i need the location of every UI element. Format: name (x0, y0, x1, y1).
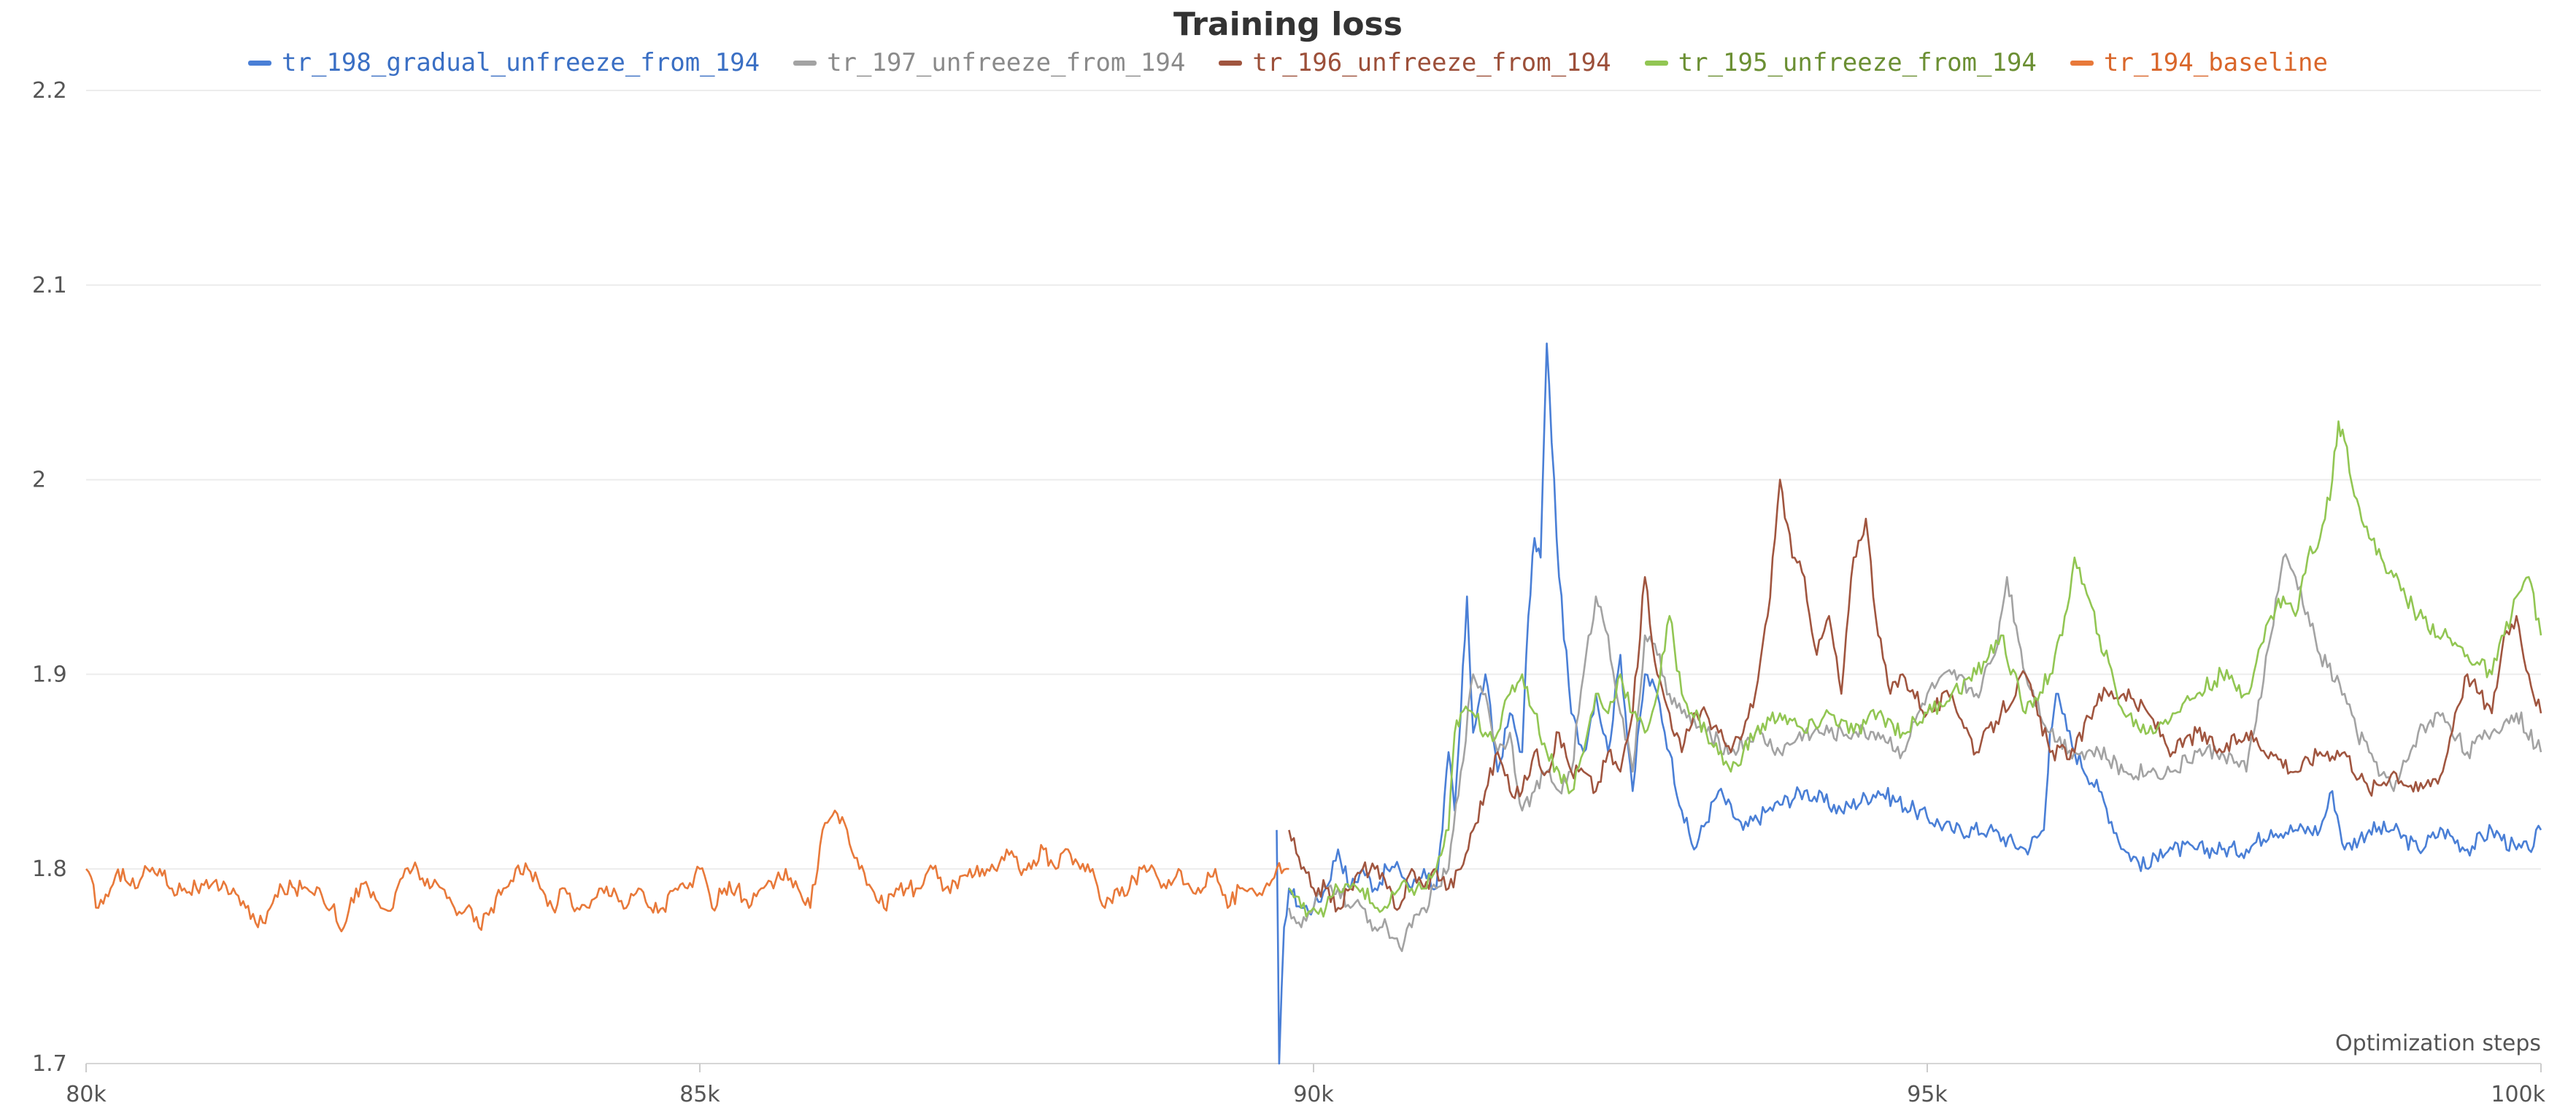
series-line-tr_195_unfreeze_from_194[interactable] (1288, 420, 2542, 918)
legend-label: tr_195_unfreeze_from_194 (1678, 48, 2037, 77)
y-tick-label: 2 (32, 468, 46, 493)
tick-labels: 1.7 1.8 1.9 2 2.1 2.2 80k 85k 90k 95k 100k (32, 78, 2546, 1107)
legend-swatch (793, 60, 817, 66)
y-tick-label: 2.2 (32, 78, 67, 104)
legend-item[interactable]: tr_196_unfreeze_from_194 (1219, 48, 1611, 77)
legend-swatch (2070, 60, 2094, 66)
y-tick-label: 1.9 (32, 662, 67, 687)
legend-item[interactable]: tr_195_unfreeze_from_194 (1644, 48, 2037, 77)
x-tick-label: 80k (66, 1082, 107, 1107)
x-tick-label: 85k (679, 1082, 720, 1107)
chart-title: Training loss (1173, 6, 1403, 43)
x-tick-label: 100k (2491, 1082, 2545, 1107)
x-tick-label: 90k (1293, 1082, 1334, 1107)
legend-item[interactable]: tr_198_gradual_unfreeze_from_194 (248, 48, 760, 77)
legend-swatch (1219, 60, 1243, 66)
legend: tr_198_gradual_unfreeze_from_194 tr_197_u… (0, 48, 2576, 77)
legend-swatch (1644, 60, 1668, 66)
legend-label: tr_196_unfreeze_from_194 (1252, 48, 1611, 77)
series-line-tr_194_baseline[interactable] (85, 809, 1289, 933)
series-lines (85, 342, 2542, 1065)
legend-item[interactable]: tr_197_unfreeze_from_194 (793, 48, 1185, 77)
y-tick-label: 2.1 (32, 273, 67, 298)
legend-label: tr_194_baseline (2103, 48, 2328, 77)
y-tick-label: 1.8 (32, 856, 67, 882)
x-tick-label: 95k (1907, 1082, 1948, 1107)
legend-item[interactable]: tr_194_baseline (2070, 48, 2328, 77)
legend-label: tr_197_unfreeze_from_194 (827, 48, 1186, 77)
y-tick-label: 1.7 (32, 1051, 67, 1077)
series-line-tr_197_unfreeze_from_194[interactable] (1288, 553, 2542, 953)
legend-swatch (248, 60, 272, 66)
legend-label: tr_198_gradual_unfreeze_from_194 (282, 48, 760, 77)
series-line-tr_196_unfreeze_from_194[interactable] (1288, 479, 2542, 913)
gridlines (85, 90, 2542, 1072)
series-line-tr_198_gradual_unfreeze_from_194[interactable] (1276, 342, 2542, 1065)
x-axis-label: Optimization steps (2335, 1031, 2541, 1056)
